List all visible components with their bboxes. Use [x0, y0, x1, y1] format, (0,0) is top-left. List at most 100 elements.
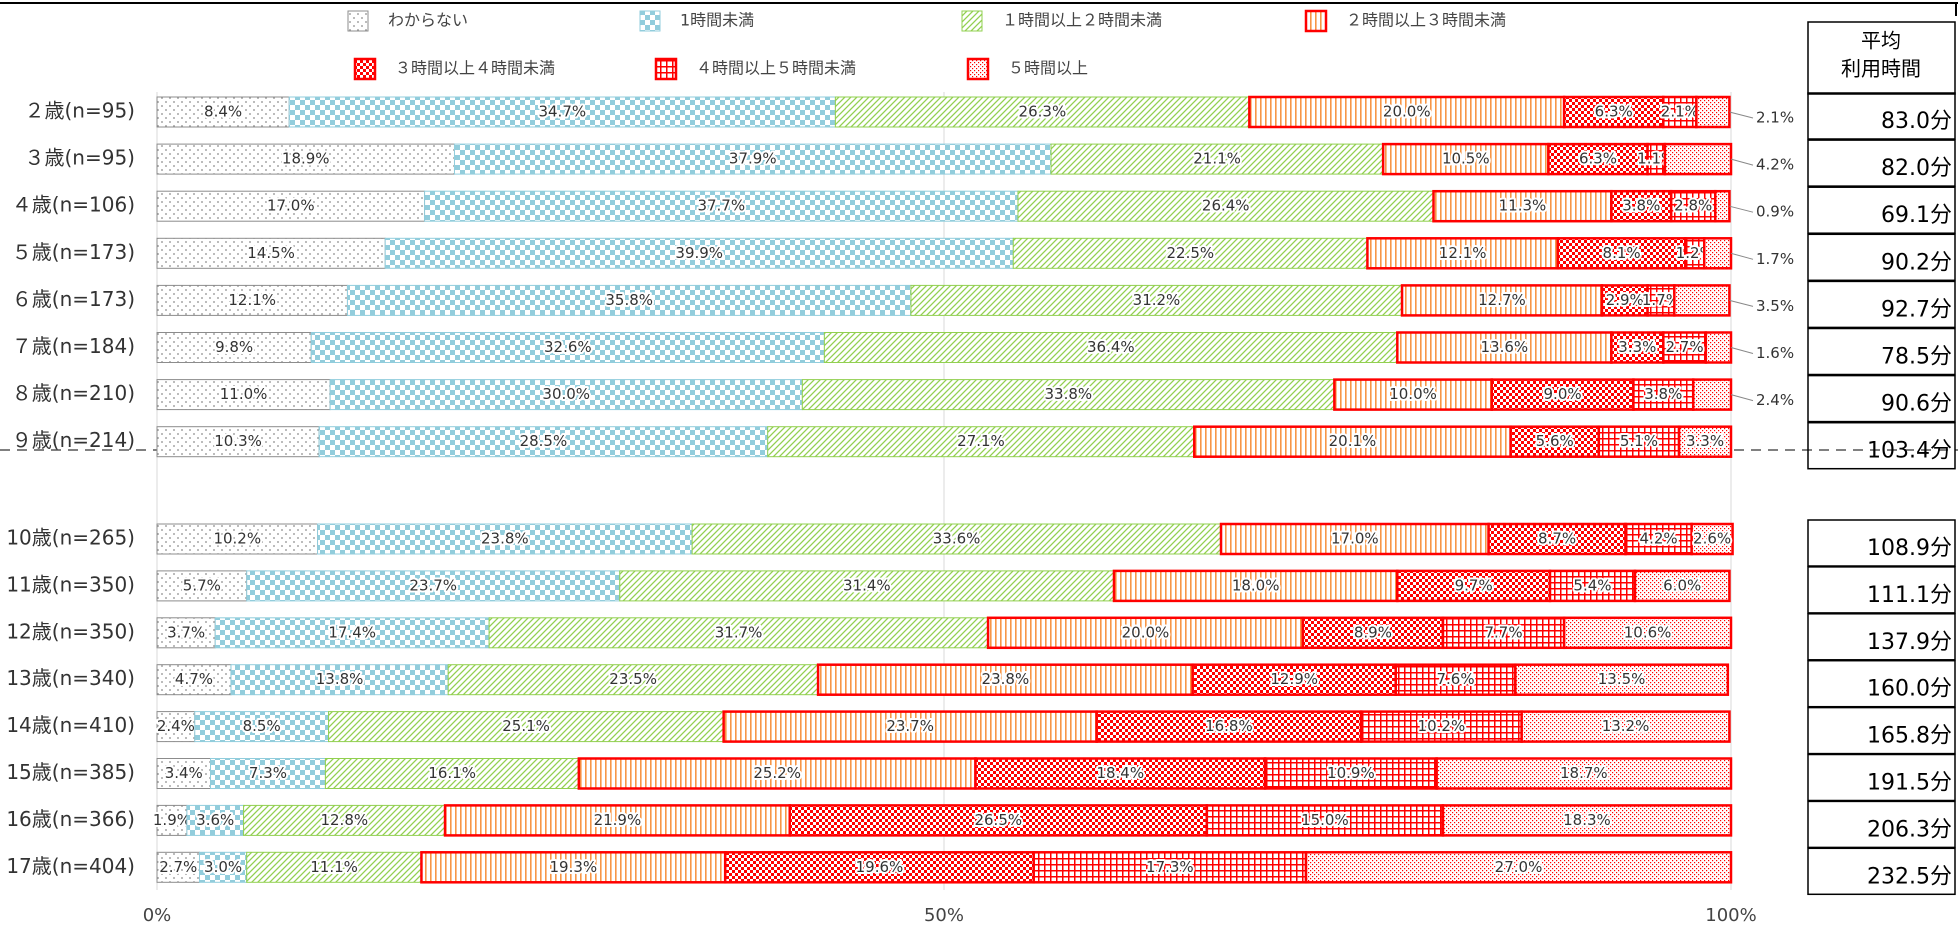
bar-segment	[1205, 804, 1445, 837]
bar-segment	[723, 851, 1035, 884]
value-label: 23.7%	[886, 717, 934, 735]
value-label: 3.8%	[1644, 385, 1682, 403]
average-value: 232.5分	[1867, 864, 1952, 889]
bar-segment	[1691, 378, 1733, 411]
value-label: 2.7%	[1666, 338, 1704, 356]
bar-segment	[1050, 143, 1384, 175]
bar-segment	[1662, 331, 1708, 364]
value-label: 26.5%	[974, 811, 1022, 829]
value-label: 10.2%	[1418, 717, 1466, 735]
bar-segment	[1673, 284, 1731, 317]
value-label: 1.6%	[1756, 344, 1794, 362]
category-label: ８歳(n=210)	[12, 381, 135, 405]
bar-segment	[1597, 425, 1681, 458]
value-label: 31.2%	[1133, 291, 1181, 309]
bar-segment	[329, 379, 803, 411]
value-label: 2.1%	[1661, 103, 1699, 121]
average-value: 90.6分	[1881, 392, 1952, 417]
bar-segment	[1017, 190, 1435, 222]
leader-line	[1729, 111, 1754, 119]
value-label: 18.4%	[1096, 764, 1144, 782]
value-label: 13.6%	[1481, 338, 1529, 356]
bar-segment	[1441, 804, 1733, 837]
value-label: 11.0%	[220, 385, 268, 403]
value-label: 12.1%	[1439, 244, 1487, 262]
leader-line	[1730, 347, 1754, 354]
value-label: 5.6%	[1536, 432, 1574, 450]
leader-line	[1730, 158, 1754, 166]
value-label: 9.7%	[1455, 576, 1493, 594]
average-box	[1807, 566, 1956, 614]
bar-segment	[1610, 189, 1673, 223]
category-label: 16歳(n=366)	[6, 807, 135, 831]
bar-segment	[198, 851, 248, 883]
value-label: 5.4%	[1573, 576, 1611, 594]
average-box	[1807, 847, 1956, 896]
bar-segment	[1333, 378, 1494, 411]
value-label: 12.9%	[1270, 670, 1318, 688]
average-box	[1807, 519, 1956, 567]
value-label: 35.8%	[605, 291, 653, 309]
value-label: 8.5%	[243, 717, 281, 735]
value-label: 10.3%	[214, 432, 262, 450]
category-label: ２歳(n=95)	[25, 99, 136, 123]
bar-segment	[722, 710, 1098, 743]
value-label: 8.7%	[1538, 530, 1576, 548]
bar-segment	[1633, 569, 1731, 603]
category-label: 13歳(n=340)	[6, 666, 135, 690]
value-label: 7.6%	[1436, 670, 1474, 688]
value-label: 3.8%	[1622, 197, 1660, 215]
average-box	[1807, 139, 1956, 187]
value-label: 26.4%	[1202, 197, 1250, 215]
value-label: 3.3%	[1618, 338, 1656, 356]
bar-segment	[230, 664, 449, 696]
value-label: 10.9%	[1327, 764, 1375, 782]
bar-segment	[1610, 331, 1665, 364]
value-label: 2.1%	[1756, 109, 1794, 127]
value-label: 18.7%	[1560, 764, 1608, 782]
bar-segment	[1646, 284, 1676, 317]
bar-segment	[1432, 189, 1613, 223]
bar-segment	[156, 190, 426, 222]
leader-line	[1730, 394, 1754, 402]
value-label: 30.0%	[542, 385, 590, 403]
value-label: 3.7%	[167, 623, 205, 641]
bar-segment	[1695, 95, 1731, 129]
value-label: 27.0%	[1495, 858, 1543, 876]
bar-segment	[194, 711, 330, 743]
average-box	[1807, 706, 1956, 755]
average-title: 利用時間	[1841, 57, 1921, 81]
bar-segment	[1548, 569, 1637, 603]
value-label: 27.1%	[957, 432, 1005, 450]
bar-segment	[1562, 616, 1733, 650]
average-box	[1807, 92, 1956, 140]
category-label: ７歳(n=184)	[12, 334, 135, 358]
bar-segment	[156, 379, 331, 411]
value-label: 8.4%	[204, 103, 242, 121]
bar-segment	[1547, 142, 1649, 176]
bar-segment	[424, 190, 1019, 222]
bar-segment	[156, 523, 319, 555]
average-box	[1807, 233, 1956, 282]
value-label: 31.7%	[715, 623, 763, 641]
average-box	[1807, 421, 1956, 470]
category-label: 11歳(n=350)	[6, 572, 135, 596]
value-label: 33.6%	[933, 530, 981, 548]
bar-segment	[488, 617, 989, 649]
value-label: 20.0%	[1383, 103, 1431, 121]
average-box	[1807, 800, 1956, 849]
average-value: 69.1分	[1881, 203, 1952, 228]
value-label: 6.3%	[1595, 103, 1633, 121]
bar-segment	[384, 237, 1014, 269]
value-label: 21.1%	[1193, 150, 1241, 168]
value-label: 10.5%	[1442, 150, 1490, 168]
legend-swatch	[961, 10, 983, 32]
value-label: 2.4%	[1756, 391, 1794, 409]
value-label: 28.5%	[520, 432, 568, 450]
category-label: 12歳(n=350)	[6, 619, 135, 643]
value-label: 1.7%	[1642, 291, 1680, 309]
value-label: 3.3%	[1686, 432, 1724, 450]
average-box	[1807, 613, 1956, 661]
category-label: ９歳(n=214)	[12, 428, 135, 452]
value-label: 11.3%	[1499, 197, 1547, 215]
